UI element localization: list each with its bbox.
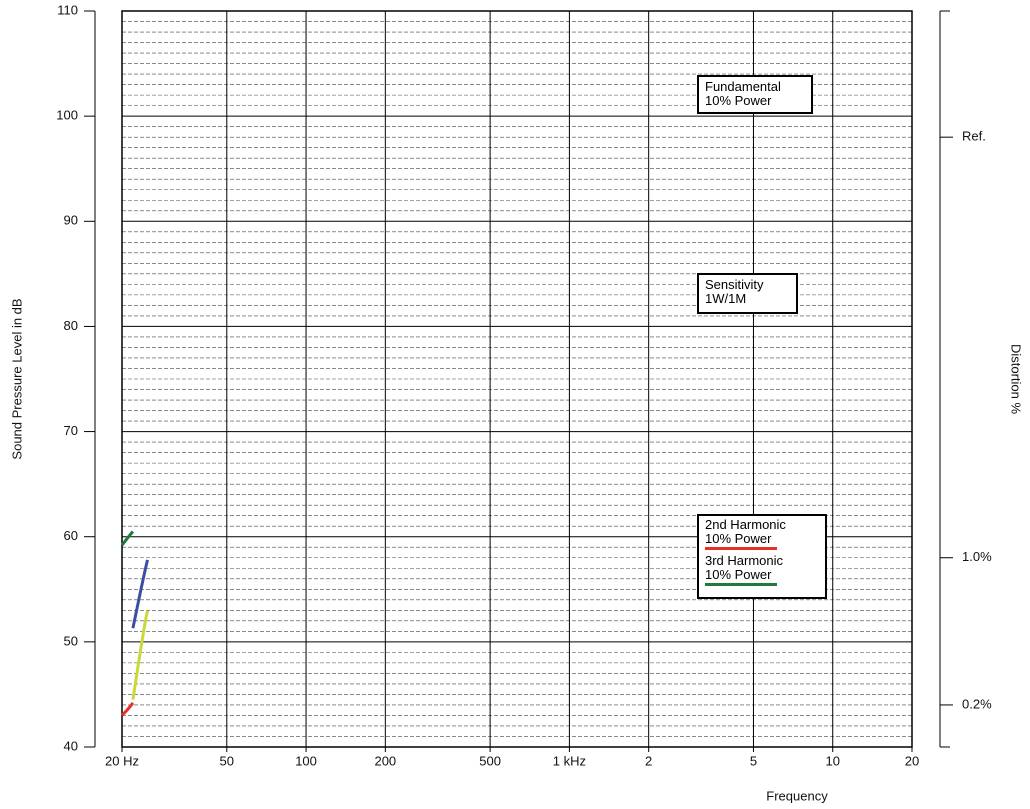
x-tick-label: 10: [825, 753, 839, 768]
annotation: Sensitivity 1W/1M: [697, 273, 798, 314]
x-tick-label: 1 kHz: [553, 753, 586, 768]
x-tick-label: 500: [479, 753, 501, 768]
x-tick-label: 20: [905, 753, 919, 768]
x-tick-label: 5: [750, 753, 757, 768]
y2-axis-label: Distortion %: [1009, 344, 1024, 415]
y2-tick-label: 0.2%: [962, 696, 992, 711]
series-line: [131, 559, 149, 629]
annotation: Fundamental 10% Power: [697, 75, 813, 114]
y-tick-label: 50: [64, 633, 78, 648]
x-tick-label: 50: [220, 753, 234, 768]
x-tick-label: 20 Hz: [105, 753, 139, 768]
series-line: [131, 609, 149, 700]
x-tick-label: 2: [645, 753, 652, 768]
x-tick-label: 100: [295, 753, 317, 768]
legend: 2nd Harmonic 10% Power 3rd Harmonic 10% P…: [697, 514, 827, 599]
y2-tick-label: Ref.: [962, 129, 986, 144]
y2-tick-label: 1.0%: [962, 549, 992, 564]
y-tick-label: 60: [64, 528, 78, 543]
series-line: [120, 701, 135, 717]
plot-frame: [121, 10, 913, 748]
y-tick-label: 100: [56, 108, 78, 123]
legend-swatch: [705, 547, 777, 550]
legend-label: 2nd Harmonic 10% Power: [705, 517, 786, 546]
y-tick-label: 110: [57, 2, 78, 17]
y-axis-label: Sound Pressure Level in dB: [9, 298, 24, 459]
x-tick-label: 200: [374, 753, 396, 768]
legend-label: 3rd Harmonic 10% Power: [705, 553, 784, 582]
x-axis-label: Frequency: [766, 788, 828, 803]
series-line: [120, 530, 135, 547]
y-tick-label: 90: [64, 213, 78, 228]
y-tick-label: 80: [64, 318, 78, 333]
legend-swatch: [705, 583, 777, 586]
y-tick-label: 40: [64, 738, 78, 753]
y-tick-label: 70: [64, 423, 78, 438]
